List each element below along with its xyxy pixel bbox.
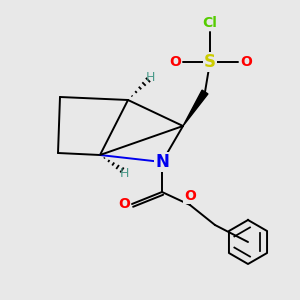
Text: N: N xyxy=(155,153,169,171)
Text: S: S xyxy=(204,53,216,71)
Text: H: H xyxy=(120,167,129,180)
Text: O: O xyxy=(169,55,181,69)
Text: Cl: Cl xyxy=(202,16,217,30)
Polygon shape xyxy=(183,90,208,126)
Text: O: O xyxy=(240,55,252,69)
Text: O: O xyxy=(118,197,130,211)
Text: H: H xyxy=(146,71,155,84)
Text: O: O xyxy=(184,189,196,203)
